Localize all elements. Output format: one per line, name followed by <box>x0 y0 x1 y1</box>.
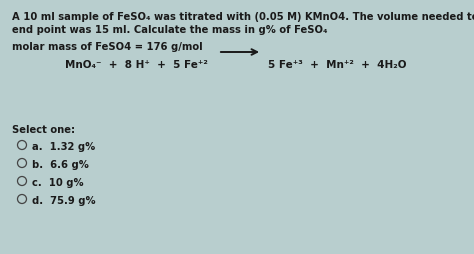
Text: b.  6.6 g%: b. 6.6 g% <box>32 159 89 169</box>
Text: end point was 15 ml. Calculate the mass in g% of FeSO₄: end point was 15 ml. Calculate the mass … <box>12 25 328 35</box>
Text: d.  75.9 g%: d. 75.9 g% <box>32 195 96 205</box>
Text: c.  10 g%: c. 10 g% <box>32 177 83 187</box>
Text: Select one:: Select one: <box>12 124 75 134</box>
Text: A 10 ml sample of FeSO₄ was titrated with (0.05 M) KMnO4. The volume needed to r: A 10 ml sample of FeSO₄ was titrated wit… <box>12 12 474 22</box>
Text: MnO₄⁻  +  8 H⁺  +  5 Fe⁺²: MnO₄⁻ + 8 H⁺ + 5 Fe⁺² <box>65 60 208 70</box>
Text: 5 Fe⁺³  +  Mn⁺²  +  4H₂O: 5 Fe⁺³ + Mn⁺² + 4H₂O <box>268 60 407 70</box>
Text: a.  1.32 g%: a. 1.32 g% <box>32 141 95 151</box>
Text: molar mass of FeSO4 = 176 g/mol: molar mass of FeSO4 = 176 g/mol <box>12 42 202 52</box>
